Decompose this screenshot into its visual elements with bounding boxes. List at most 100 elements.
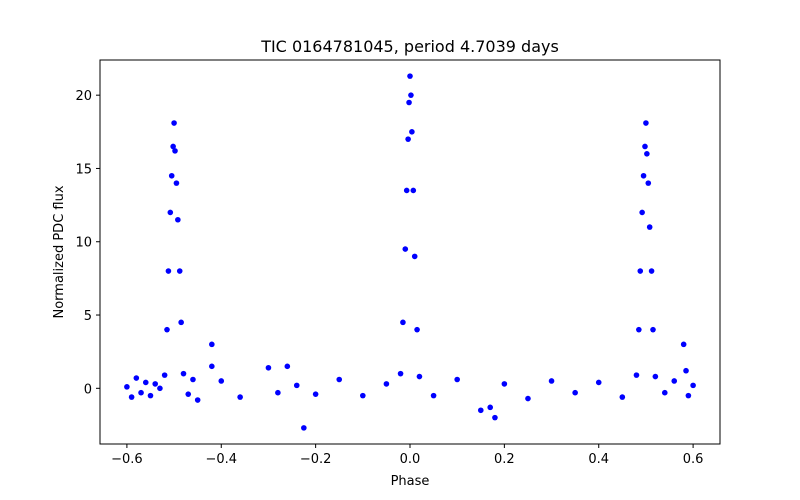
x-tick-label: −0.4 <box>205 452 237 467</box>
data-point <box>619 394 626 400</box>
data-point <box>284 363 291 370</box>
data-point <box>194 397 201 403</box>
data-point <box>275 389 281 396</box>
plot-area <box>99 59 721 445</box>
data-point <box>410 187 417 194</box>
data-point <box>173 180 180 186</box>
data-point <box>293 382 300 389</box>
data-point <box>648 268 655 274</box>
data-point <box>165 268 172 274</box>
data-points <box>124 73 696 431</box>
data-point <box>172 148 178 154</box>
data-point <box>237 394 243 400</box>
data-point <box>209 363 215 370</box>
data-point <box>147 392 154 399</box>
x-tick-label: 0.6 <box>683 452 704 467</box>
data-point <box>525 395 531 402</box>
plot-background <box>100 60 720 444</box>
data-point <box>661 389 668 396</box>
data-point <box>683 367 689 374</box>
data-point <box>645 180 652 186</box>
data-point <box>595 379 602 386</box>
data-point <box>161 372 168 378</box>
data-point <box>171 120 177 126</box>
data-point <box>409 129 415 135</box>
y-tick-label: 5 <box>84 309 92 324</box>
x-tick-label: 0.2 <box>494 452 515 467</box>
data-point <box>637 268 644 274</box>
data-point <box>671 378 678 384</box>
data-point <box>430 392 437 399</box>
data-point <box>138 389 144 396</box>
data-point <box>312 391 319 397</box>
data-point <box>128 394 135 400</box>
data-point <box>383 381 390 387</box>
data-point <box>407 73 413 79</box>
data-point <box>643 120 649 126</box>
data-point <box>572 389 578 396</box>
data-point <box>650 326 656 333</box>
data-point <box>178 319 184 326</box>
x-tick-label: 0.4 <box>588 452 609 467</box>
data-point <box>175 216 181 223</box>
data-point <box>265 364 272 371</box>
data-point <box>454 376 460 383</box>
data-point <box>176 268 183 274</box>
data-point <box>124 384 130 390</box>
data-point <box>640 172 647 179</box>
data-point <box>680 341 687 348</box>
data-point <box>487 404 494 411</box>
data-point <box>209 341 215 348</box>
x-axis: −0.6 −0.4 −0.2 0.0 0.2 0.4 0.6 <box>111 444 703 467</box>
data-point <box>406 99 412 106</box>
data-point <box>403 187 410 194</box>
y-axis-label: Normalized PDC flux <box>52 185 67 318</box>
data-point <box>400 319 406 326</box>
data-point <box>142 379 149 386</box>
data-point <box>646 224 653 230</box>
data-point <box>642 143 648 150</box>
data-point <box>402 246 409 252</box>
y-tick-label: 20 <box>75 89 92 104</box>
data-point <box>167 209 174 216</box>
y-tick-label: 0 <box>84 382 92 397</box>
data-point <box>690 382 696 389</box>
data-point <box>416 373 423 380</box>
data-point <box>185 391 192 397</box>
data-point <box>408 92 414 98</box>
data-point <box>633 372 640 378</box>
x-tick-label: −0.2 <box>300 452 332 467</box>
data-point <box>336 376 343 383</box>
data-point <box>414 326 420 333</box>
data-point <box>168 172 175 179</box>
data-point <box>477 407 484 414</box>
data-point <box>636 326 642 333</box>
x-axis-label: Phase <box>391 474 430 489</box>
data-point <box>397 370 404 377</box>
data-point <box>190 376 196 383</box>
data-point <box>170 143 176 150</box>
data-point <box>644 151 650 157</box>
data-point <box>133 375 140 381</box>
x-tick-label: 0.0 <box>400 452 421 467</box>
data-point <box>157 385 163 392</box>
y-tick-label: 15 <box>75 162 92 177</box>
data-point <box>180 370 187 377</box>
data-point <box>492 414 498 421</box>
data-point <box>501 381 508 387</box>
data-point <box>218 378 225 384</box>
data-point <box>360 392 366 399</box>
data-point <box>411 253 418 260</box>
y-axis: 0 5 10 15 20 <box>75 89 100 397</box>
data-point <box>685 392 692 399</box>
data-point <box>405 136 411 142</box>
y-tick-label: 10 <box>75 236 92 251</box>
data-point <box>652 373 659 380</box>
data-point <box>548 378 555 384</box>
data-point <box>301 425 307 431</box>
x-tick-label: −0.6 <box>111 452 143 467</box>
data-point <box>152 381 159 387</box>
data-point <box>639 209 645 216</box>
chart-title: TIC 0164781045, period 4.7039 days <box>260 37 559 56</box>
